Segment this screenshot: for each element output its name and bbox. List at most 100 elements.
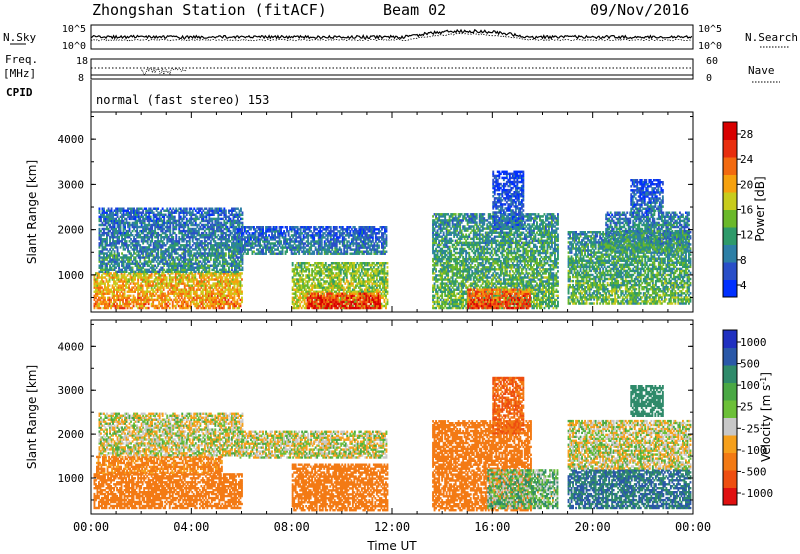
heatmap-cell xyxy=(313,244,316,247)
heatmap-cell xyxy=(123,302,126,306)
heatmap-cell xyxy=(338,242,341,245)
heatmap-cell xyxy=(104,268,107,272)
heatmap-cell xyxy=(209,248,212,251)
heatmap-cell xyxy=(177,280,180,283)
heatmap-cell xyxy=(185,250,188,253)
heatmap-cell xyxy=(134,296,136,300)
heatmap-cell xyxy=(174,298,177,302)
heatmap-cell xyxy=(163,215,166,219)
heatmap-cell xyxy=(302,228,305,231)
heatmap-cell xyxy=(293,238,296,241)
heatmap-cell xyxy=(134,258,137,261)
heatmap-cell xyxy=(274,242,276,245)
heatmap-cell xyxy=(218,223,221,227)
heatmap-cell xyxy=(218,227,221,231)
heatmap-cell xyxy=(205,231,208,235)
heatmap-cell xyxy=(147,306,150,310)
heatmap-cell xyxy=(113,227,116,231)
heatmap-cell xyxy=(232,286,234,289)
heatmap-cell xyxy=(296,250,299,253)
heatmap-cell xyxy=(208,254,211,257)
heatmap-cell xyxy=(211,217,214,221)
heatmap-cell xyxy=(194,229,197,233)
heatmap-cell xyxy=(359,240,362,243)
heatmap-cell xyxy=(222,296,225,300)
heatmap-cell xyxy=(274,232,276,235)
heatmap-cell xyxy=(184,215,187,219)
heatmap-cell xyxy=(224,290,227,293)
heatmap-cell xyxy=(118,231,120,235)
heatmap-cell xyxy=(337,240,340,243)
heatmap-cell xyxy=(236,288,239,291)
heatmap-cell xyxy=(136,229,139,233)
heatmap-cell xyxy=(205,236,208,239)
heatmap-cell xyxy=(149,294,152,298)
heatmap-cell xyxy=(206,227,209,231)
heatmap-cell xyxy=(298,236,301,239)
heatmap-cell xyxy=(147,282,150,285)
heatmap-cell xyxy=(260,226,263,229)
heatmap-cell xyxy=(292,226,295,229)
heatmap-cell xyxy=(352,248,355,251)
heatmap-cell xyxy=(229,221,232,225)
heatmap-cell xyxy=(307,244,310,247)
heatmap-cell xyxy=(343,240,346,243)
heatmap-cell xyxy=(166,215,169,219)
heatmap-cell xyxy=(154,250,157,253)
heatmap-cell xyxy=(185,244,188,247)
heatmap-cell xyxy=(238,304,240,308)
nave-label: Nave xyxy=(748,64,775,77)
heatmap-cell xyxy=(238,252,240,255)
heatmap-cell xyxy=(215,296,218,300)
heatmap-cell xyxy=(241,298,243,302)
heatmap-cell xyxy=(119,278,121,281)
heatmap-cell xyxy=(182,268,185,272)
heatmap-cell xyxy=(144,294,147,298)
heatmap-cell xyxy=(175,240,178,243)
heatmap-cell xyxy=(109,236,111,239)
heatmap-cell xyxy=(160,209,163,212)
heatmap-cell xyxy=(113,217,116,221)
heatmap-cell xyxy=(182,298,185,302)
heatmap-cell xyxy=(241,292,243,295)
heatmap-cell xyxy=(299,238,302,241)
heatmap-cell xyxy=(162,300,165,304)
heatmap-cell xyxy=(209,252,212,255)
heatmap-cell xyxy=(320,230,323,233)
heatmap-cell xyxy=(235,268,238,272)
heatmap-cell xyxy=(229,262,232,265)
heatmap-cell xyxy=(110,276,112,279)
heatmap-cell xyxy=(203,262,206,265)
heatmap-cell xyxy=(307,240,310,243)
heatmap-cell xyxy=(98,246,101,249)
heatmap-cell xyxy=(298,248,301,251)
heatmap-cell xyxy=(95,272,97,275)
heatmap-cell xyxy=(172,231,175,235)
heatmap-cell xyxy=(287,242,290,245)
heatmap-cell xyxy=(169,229,172,233)
heatmap-cell xyxy=(114,304,117,308)
heatmap-cell xyxy=(316,248,319,251)
heatmap-cell xyxy=(120,286,123,289)
heatmap-cell xyxy=(166,240,169,243)
heatmap-cell xyxy=(167,219,170,223)
heatmap-cell xyxy=(254,238,257,241)
heatmap-cell xyxy=(353,238,356,241)
heatmap-cell xyxy=(212,272,215,275)
heatmap-cell xyxy=(355,240,358,243)
heatmap-cell xyxy=(164,276,167,279)
heatmap-cell xyxy=(187,260,190,263)
heatmap-cell xyxy=(100,215,102,219)
heatmap-cell xyxy=(136,211,139,214)
heatmap-cell xyxy=(184,246,187,249)
heatmap-cell xyxy=(203,268,206,272)
heatmap-cell xyxy=(284,250,287,253)
heatmap-cell xyxy=(155,246,158,249)
heatmap-cell xyxy=(151,211,154,214)
heatmap-cell xyxy=(197,306,200,310)
heatmap-cell xyxy=(253,238,255,241)
heatmap-cell xyxy=(107,306,109,310)
heatmap-cell xyxy=(109,244,111,247)
heatmap-cell xyxy=(152,223,155,227)
heatmap-cell xyxy=(178,260,181,263)
